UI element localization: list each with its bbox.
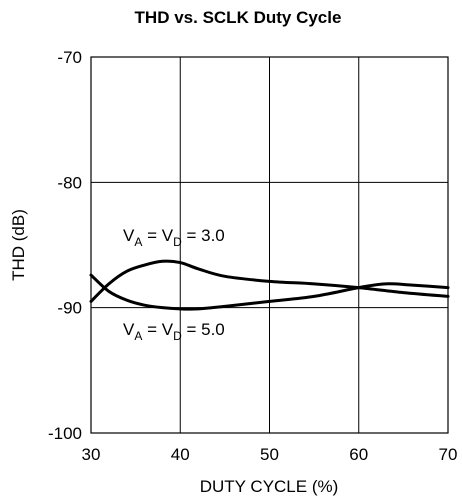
x-tick-label: 60 <box>349 445 368 464</box>
x-axis-label: DUTY CYCLE (%) <box>200 477 339 496</box>
series-annotations: VA = VD = 3.0 VA = VD = 5.0 <box>123 226 225 343</box>
series-annotation-1: VA = VD = 3.0 <box>123 226 225 249</box>
series-annotation-2: VA = VD = 5.0 <box>123 320 225 343</box>
x-tick-label: 40 <box>171 445 190 464</box>
y-tick-label: -80 <box>57 173 82 192</box>
y-tick-labels: -70 -80 -90 -100 <box>48 48 82 443</box>
chart-title: THD vs. SCLK Duty Cycle <box>135 8 342 27</box>
series-line-2 <box>89 273 450 311</box>
x-tick-label: 70 <box>439 445 458 464</box>
x-tick-label: 50 <box>260 445 279 464</box>
grid-lines <box>91 57 448 433</box>
y-tick-label: -90 <box>57 299 82 318</box>
x-tick-labels: 30 40 50 60 70 <box>82 445 458 464</box>
y-tick-label: -70 <box>57 48 82 67</box>
y-tick-label: -100 <box>48 424 82 443</box>
y-axis-label: THD (dB) <box>9 209 28 281</box>
plot-frame <box>90 56 449 434</box>
x-tick-label: 30 <box>82 445 101 464</box>
series-lines <box>89 259 450 311</box>
